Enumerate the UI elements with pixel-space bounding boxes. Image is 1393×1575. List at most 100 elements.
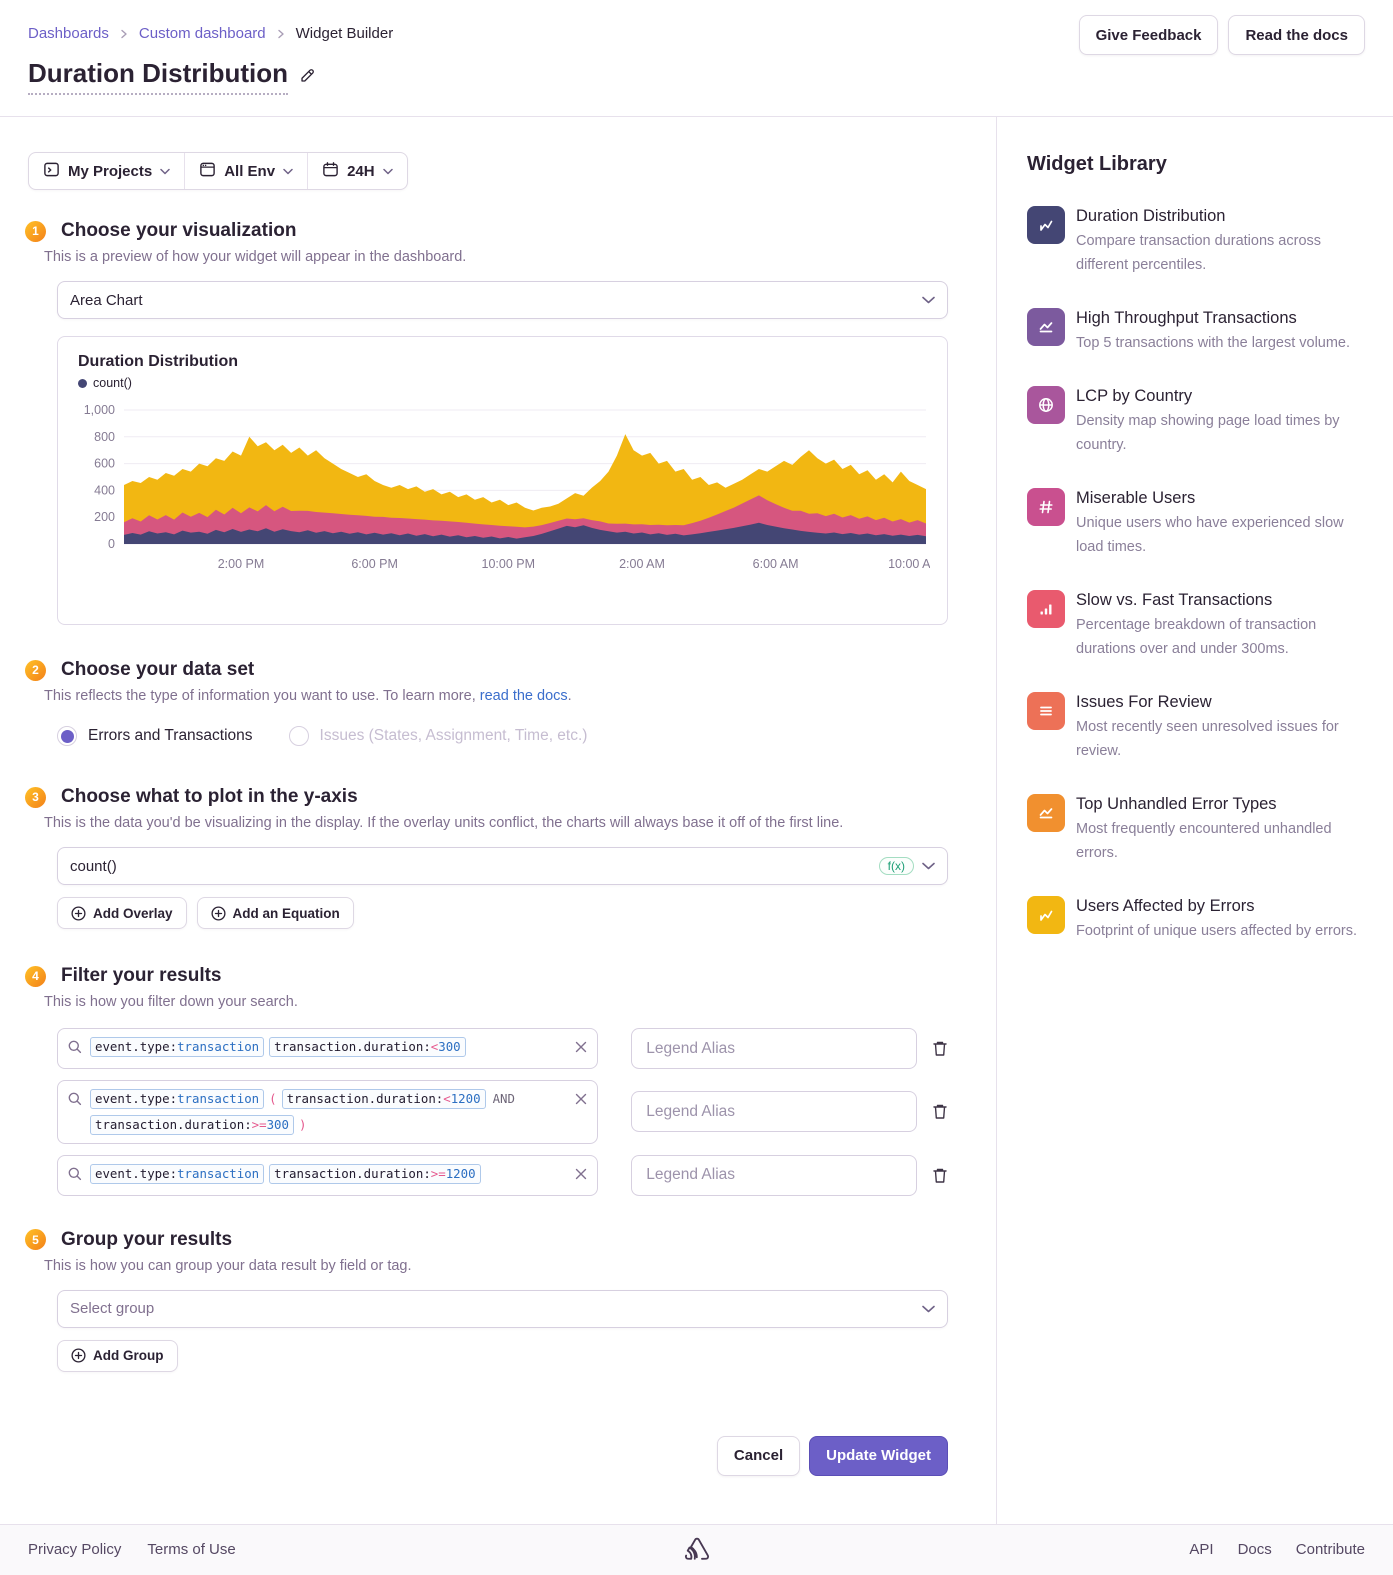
svg-text:600: 600 [94,457,115,471]
chevron-down-icon [922,296,935,304]
filter-query-tokens[interactable]: event.type:transaction transaction.durati… [90,1163,561,1184]
svg-text:10:00 PM: 10:00 PM [482,557,536,571]
filter-query-tokens[interactable]: event.type:transaction(transaction.durat… [90,1089,561,1135]
widget-library-item[interactable]: Miserable Users Unique users who have ex… [1027,488,1365,559]
svg-text:1,000: 1,000 [84,403,115,417]
sentry-logo[interactable] [682,1534,712,1569]
widget-library-heading: Widget Library [1027,153,1167,175]
display-type-select[interactable]: Area Chart [57,281,948,319]
add-equation-label: Add an Equation [232,905,340,921]
time-range-filter[interactable]: 24H [307,153,407,189]
add-group-label: Add Group [93,1348,164,1364]
svg-text:6:00 AM: 6:00 AM [753,557,799,571]
legend-alias-input[interactable] [631,1154,917,1196]
add-group-button[interactable]: Add Group [57,1339,178,1372]
calendar-icon [322,161,339,182]
clear-icon[interactable] [575,1167,587,1185]
dataset-option-errors-transactions[interactable]: Errors and Transactions [57,726,253,746]
clear-icon[interactable] [575,1040,587,1058]
widget-item-title: LCP by Country [1076,387,1193,405]
edit-pencil-icon[interactable] [299,67,316,89]
widget-item-title: Users Affected by Errors [1076,897,1255,915]
globe-icon [1027,386,1065,424]
radio-selected-icon [57,726,77,746]
read-the-docs-link[interactable]: read the docs [479,688,568,704]
hash-icon [1027,488,1065,526]
page-header: Dashboards Custom dashboard Widget Build… [0,0,1393,117]
breadcrumb-dashboards[interactable]: Dashboards [28,25,109,42]
widget-item-description: Most recently seen unresolved issues for… [1076,719,1339,759]
cancel-button[interactable]: Cancel [716,1435,801,1476]
add-overlay-button[interactable]: Add Overlay [57,897,187,929]
step-number-badge: 2 [25,659,46,681]
filter-search-input[interactable]: event.type:transaction transaction.durati… [57,1154,599,1196]
trash-icon[interactable] [932,1103,948,1120]
time-range-filter-label: 24H [347,162,375,180]
widget-item-description: Most frequently encountered unhandled er… [1076,821,1332,861]
dataset-option-issues[interactable]: Issues (States, Assignment, Time, etc.) [288,726,587,746]
legend-alias-input[interactable] [631,1091,917,1133]
legend-alias-input[interactable] [631,1028,917,1069]
terms-of-use-link[interactable]: Terms of Use [147,1541,236,1559]
update-widget-button[interactable]: Update Widget [809,1435,948,1476]
step-subtitle: This reflects the type of information yo… [44,688,948,704]
subtitle-text: . [567,688,572,704]
environment-filter[interactable]: All Env [184,153,307,189]
widget-library-item[interactable]: Slow vs. Fast Transactions Percentage br… [1027,590,1365,661]
widget-item-description: Footprint of unique users affected by er… [1076,923,1358,939]
function-badge: f(x) [878,857,914,875]
bar-chart-icon [1027,590,1065,628]
api-link[interactable]: API [1189,1541,1214,1559]
clear-icon[interactable] [575,1092,587,1110]
step-number-badge: 1 [25,220,46,242]
chart-line-icon [1027,794,1065,832]
step-number-badge: 4 [25,965,46,987]
subtitle-text: This reflects the type of information yo… [44,688,480,704]
projects-filter[interactable]: My Projects [29,153,184,189]
step-title: Filter your results [61,965,222,986]
privacy-policy-link[interactable]: Privacy Policy [28,1541,122,1559]
svg-text:200: 200 [94,510,115,524]
breadcrumb-widget-builder: Widget Builder [295,25,394,42]
svg-text:10:00 A: 10:00 A [888,557,930,571]
contribute-link[interactable]: Contribute [1295,1541,1365,1559]
search-icon [68,1092,82,1111]
breadcrumb-custom-dashboard[interactable]: Custom dashboard [138,25,266,42]
group-select-placeholder: Select group [70,1300,155,1318]
yaxis-field-select[interactable]: count() f(x) [57,847,948,885]
svg-text:0: 0 [108,537,115,551]
filter-search-input[interactable]: event.type:transaction(transaction.durat… [57,1080,599,1144]
give-feedback-button[interactable]: Give Feedback [1078,15,1219,55]
trash-icon[interactable] [932,1167,948,1184]
widget-item-description: Compare transaction durations across dif… [1076,233,1322,273]
add-overlay-label: Add Overlay [93,905,173,921]
environment-filter-label: All Env [224,162,276,180]
widget-preview-title: Duration Distribution [78,353,238,370]
filter-search-input[interactable]: event.type:transaction transaction.durati… [57,1028,599,1069]
widget-library-item[interactable]: High Throughput Transactions Top 5 trans… [1027,308,1365,355]
read-the-docs-button[interactable]: Read the docs [1228,15,1365,55]
widget-library-item[interactable]: Duration Distribution Compare transactio… [1027,206,1365,277]
filter-query-tokens[interactable]: event.type:transaction transaction.durati… [90,1037,561,1057]
svg-text:800: 800 [94,430,115,444]
group-select[interactable]: Select group [57,1289,948,1328]
breadcrumb: Dashboards Custom dashboard Widget Build… [28,0,1365,42]
widget-library-item[interactable]: LCP by Country Density map showing page … [1027,386,1365,457]
step-number-badge: 3 [25,786,46,808]
widget-library-item[interactable]: Top Unhandled Error Types Most frequentl… [1027,794,1365,865]
widget-library-item[interactable]: Users Affected by Errors Footprint of un… [1027,896,1365,943]
search-icon [68,1167,82,1186]
page-filter-bar: My Projects All Env 24H [28,152,408,190]
widget-library-item[interactable]: Issues For Review Most recently seen unr… [1027,692,1365,763]
step-visualization: 1 Choose your visualization This is a pr… [25,220,948,625]
search-icon [68,1040,82,1059]
page-footer: Privacy Policy Terms of Use API Docs Con… [0,1523,1393,1575]
trash-icon[interactable] [932,1040,948,1057]
step-yaxis: 3 Choose what to plot in the y-axis This… [25,786,948,929]
docs-link[interactable]: Docs [1237,1541,1272,1559]
chart-line-icon [1027,308,1065,346]
widget-preview-chart: 0 200 400 600 800 1,000 2:00 PM 6:00 PM 10:00 PM… [84,403,930,571]
widget-item-description: Unique users who have experienced slow l… [1076,515,1344,555]
chart-legend: count() [78,376,927,390]
add-equation-button[interactable]: Add an Equation [196,897,354,929]
